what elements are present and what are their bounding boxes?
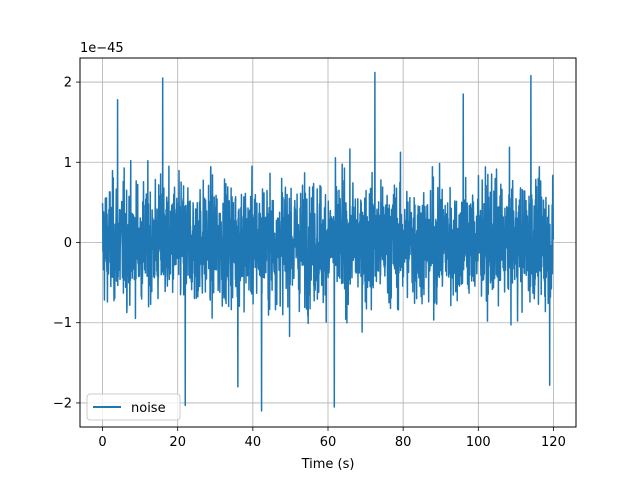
legend-label-noise: noise (131, 401, 166, 416)
x-tick-label: 80 (395, 435, 412, 450)
x-tick-label: 60 (320, 435, 337, 450)
x-tick-label: 120 (541, 435, 566, 450)
x-tick-label: 100 (466, 435, 491, 450)
y-tick-label: 1 (64, 156, 72, 171)
series-group (101, 71, 555, 412)
y-tick-label: 2 (64, 76, 72, 91)
x-tick-label: 0 (98, 435, 106, 450)
legend: noise (86, 393, 181, 421)
y-tick-label: −1 (53, 316, 72, 331)
x-tick-label: 40 (245, 435, 262, 450)
axis-ticks: 0 20 40 60 80 100 120 −2 −1 0 1 2 (53, 76, 566, 450)
y-offset-text: 1e−45 (80, 41, 124, 56)
x-axis-label: Time (s) (301, 457, 355, 472)
legend-box (86, 393, 181, 421)
y-tick-label: −2 (53, 396, 72, 411)
y-tick-label: 0 (64, 236, 72, 251)
series-line-noise (101, 71, 555, 412)
x-tick-label: 20 (169, 435, 186, 450)
